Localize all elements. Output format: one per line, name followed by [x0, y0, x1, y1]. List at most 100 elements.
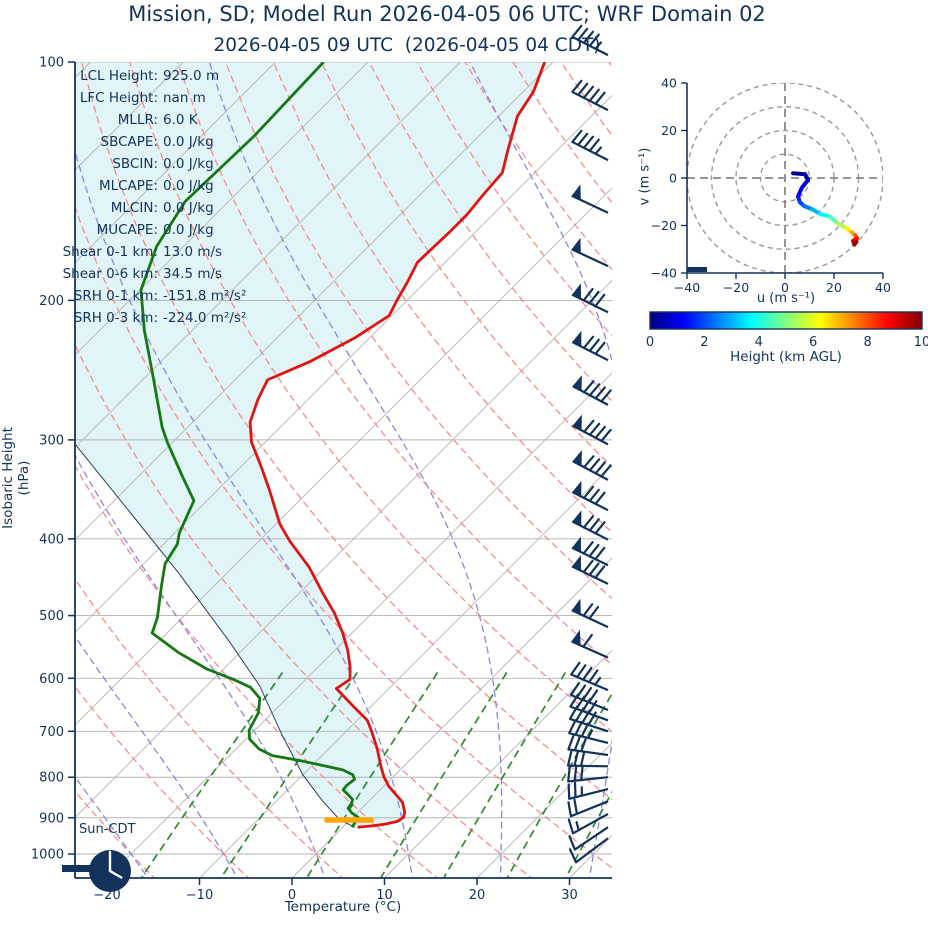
hodograph-v-tick-label: −20 [651, 218, 677, 233]
stat-value: nan m [163, 90, 206, 106]
wind-barbs [566, 24, 612, 864]
stat-label: MLCAPE: [99, 178, 158, 194]
mixing-ratio-line [306, 672, 439, 878]
colorbar-tick-label: 6 [809, 335, 817, 350]
dewpoint-curve [139, 62, 360, 828]
stat-value: 0.0 J/kg [163, 178, 214, 194]
wind-barb [568, 837, 609, 864]
pressure-tick-label: 200 [39, 294, 64, 309]
stat-value: 925.0 m [163, 68, 219, 84]
timezone-clock-label: Sun-CDT [79, 822, 136, 837]
pressure-tick-label: 500 [39, 609, 64, 624]
wind-barb [571, 536, 609, 567]
hodograph-x-axis-label: u (m s⁻¹) [756, 291, 816, 306]
wind-barb [572, 414, 612, 446]
stat-label: MLCIN: [111, 200, 158, 216]
pressure-tick-label: 1000 [31, 848, 64, 863]
wind-barb [571, 184, 609, 214]
stat-label: SRH 0-3 km: [74, 310, 158, 326]
pressure-tick-label: 900 [39, 811, 64, 826]
temperature-tick-label: 10 [376, 888, 393, 903]
isotherm-line [75, 62, 554, 541]
moist-adiabat-line [75, 148, 414, 878]
cin-shading [75, 62, 545, 828]
dry-adiabat-line [800, 62, 928, 881]
wind-barb [567, 781, 609, 800]
figure-subtitle: 2026-04-05 09 UTC (2026-04-05 04 CDT) [213, 35, 601, 56]
wind-barb [567, 798, 609, 818]
wind-barb [571, 129, 609, 162]
pressure-tick-label: 400 [39, 532, 64, 547]
isotherm-line [568, 834, 612, 878]
stat-value: 0.0 J/kg [163, 200, 214, 216]
isotherm-line [106, 372, 612, 878]
skewt-y-axis-label: Isobaric Height (hPa) [0, 427, 32, 529]
wind-barb [571, 480, 609, 512]
pressure-tick-label: 300 [39, 433, 64, 448]
hodograph-u-tick-label: 40 [875, 280, 891, 295]
stat-label: Shear 0-1 km: [63, 244, 158, 260]
dry-adiabat-line [705, 62, 928, 881]
wind-barb [571, 598, 609, 629]
surface-bar [62, 865, 110, 872]
pressure-tick-label: 700 [39, 725, 64, 740]
wind-barb [567, 812, 609, 835]
figure-title: Mission, SD; Model Run 2026-04-05 06 UTC… [128, 2, 766, 26]
isotherm-line [476, 742, 612, 878]
pressure-tick-label: 100 [39, 56, 64, 71]
dry-adiabat-line [464, 62, 612, 271]
hodograph-trace-segment [852, 239, 859, 247]
colorbar-tick-label: 2 [700, 335, 708, 350]
isotherm-line [75, 62, 369, 356]
stat-label: SBCIN: [112, 156, 158, 172]
stat-value: 0.0 J/kg [163, 222, 214, 238]
dry-adiabat-line [848, 62, 928, 881]
wind-barb [571, 330, 609, 362]
dry-adiabat-line [657, 62, 928, 881]
stat-label: Shear 0-6 km: [63, 266, 158, 282]
clock-widget [62, 850, 131, 892]
wind-barb [571, 79, 609, 112]
pressure-tick-label: 800 [39, 771, 64, 786]
isotherm-line [660, 62, 928, 880]
isotherm-line [383, 649, 612, 878]
pressure-tick-label: 600 [39, 672, 64, 687]
height-colorbar: 0 2 4 6 8 10 [646, 311, 928, 350]
colorbar-tick-label: 10 [914, 335, 928, 350]
stat-value: -151.8 m²/s² [163, 288, 246, 304]
skewt-x-axis-label: Temperature (°C) [284, 899, 402, 915]
dry-adiabat-line [75, 464, 439, 878]
hodograph-y-axis-label: v (m s⁻¹) [637, 147, 653, 206]
isotherm-line [291, 557, 612, 878]
stat-value: 0.0 J/kg [163, 156, 214, 172]
hodograph-u-tick-label: −40 [674, 280, 700, 295]
colorbar-tick-label: 4 [755, 335, 763, 350]
temperature-tick-label: −10 [186, 888, 213, 903]
mixing-ratio-line [141, 672, 284, 878]
wind-barb [572, 375, 612, 406]
isotherm-line [75, 279, 612, 819]
stat-label: LCL Height: [80, 68, 158, 84]
hodograph-v-tick-label: −40 [651, 266, 677, 281]
temperature-tick-label: 0 [288, 888, 296, 903]
wind-barb [570, 661, 609, 692]
colorbar-tick-label: 0 [646, 335, 654, 350]
stat-value: 13.0 m/s [163, 244, 222, 260]
parcel-trace-line [75, 444, 356, 828]
moist-adiabat-line [678, 62, 859, 884]
profiles [75, 62, 547, 829]
wind-barb [571, 555, 609, 585]
dry-adiabat-line [75, 790, 156, 878]
wind-barb [572, 450, 612, 481]
temperature-tick-label: 30 [561, 888, 578, 903]
isotherm-line [75, 62, 461, 449]
isotherm-line [75, 94, 612, 634]
wind-barb [568, 719, 609, 744]
wind-barb [566, 750, 609, 768]
wind-barb [571, 629, 609, 659]
dry-adiabat-line [75, 205, 612, 869]
moist-adiabat-line [208, 62, 503, 878]
temperature-tick-label: −20 [93, 888, 120, 903]
